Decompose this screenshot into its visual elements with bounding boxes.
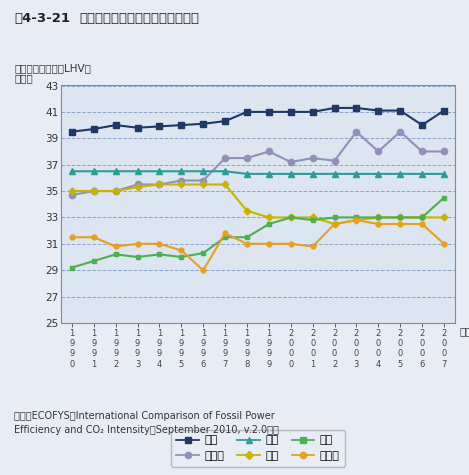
Text: 熱効率（発電端・LHV）: 熱効率（発電端・LHV） — [14, 64, 91, 74]
Text: （年）: （年） — [459, 326, 469, 336]
Text: （％）: （％） — [14, 73, 33, 83]
Text: 各国の石炭火力発電の効率の推移: 各国の石炭火力発電の効率の推移 — [80, 12, 200, 25]
Legend: 日本, ドイツ, 米国, 豪州, 中国, インド: 日本, ドイツ, 米国, 豪州, 中国, インド — [171, 430, 345, 466]
Text: 围4-3-21: 围4-3-21 — [14, 12, 70, 25]
Text: Efficiency and CO₂ Intensity（September 2010, v.2.0）』: Efficiency and CO₂ Intensity（September 2… — [14, 425, 279, 435]
Text: 出典：ECOFYS『International Comparison of Fossil Power: 出典：ECOFYS『International Comparison of Fo… — [14, 411, 275, 421]
